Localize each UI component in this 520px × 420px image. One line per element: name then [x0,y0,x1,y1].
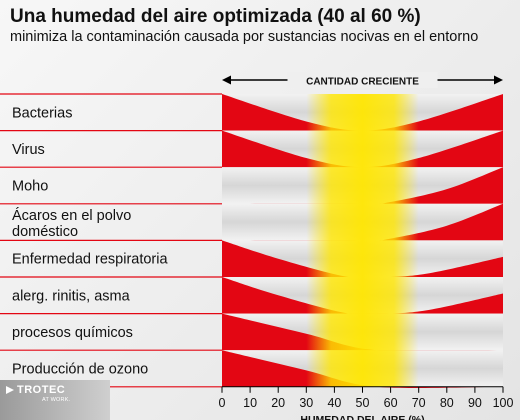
x-tick-label: 50 [356,396,370,410]
brand-tagline: AT WORK. [42,397,71,403]
series-label: Bacterias [12,105,72,121]
series-label: Enfermedad respiratoria [12,252,168,268]
series-area [222,203,503,241]
page-title: Una humedad del aire optimizada (40 al 6… [10,6,421,27]
logo-background [0,380,110,420]
arrow-left-head [222,75,231,85]
x-tick-label: 100 [493,396,514,410]
series-area [222,313,503,352]
optimal-range-band [306,94,419,387]
x-tick-label: 80 [440,396,454,410]
x-tick-label: 20 [271,396,285,410]
series-area [222,350,503,389]
series-area [222,167,503,204]
arrow-right-head [494,75,503,85]
trotec-logo: TROTEC AT WORK. [6,384,70,403]
x-axis-title: HUMEDAD DEL AIRE (%) [300,414,424,420]
x-tick-label: 40 [327,396,341,410]
x-tick-label: 60 [384,396,398,410]
x-tick-label: 10 [243,396,257,410]
series-area [222,240,503,279]
series-area [222,130,503,168]
series-label: Ácaros en el polvo doméstico [12,207,131,240]
series-label: procesos químicos [12,325,133,341]
series-label: alerg. rinitis, asma [12,288,131,304]
series-area [222,277,503,316]
page-subtitle: minimiza la contaminación causada por su… [10,29,479,45]
series-label: Virus [12,142,45,158]
brand-name: TROTEC [17,384,66,396]
x-tick-label: 90 [468,396,482,410]
x-tick-label: 30 [299,396,313,410]
series-area [222,94,503,131]
x-tick-label: 0 [219,396,226,410]
trotec-mark-icon [6,386,14,394]
quantity-label-bg [287,72,438,88]
series-label: Moho [12,179,48,195]
quantity-label: CANTIDAD CRECIENTE [306,77,419,88]
series-label: Producción de ozono [12,362,148,378]
x-tick-label: 70 [412,396,426,410]
